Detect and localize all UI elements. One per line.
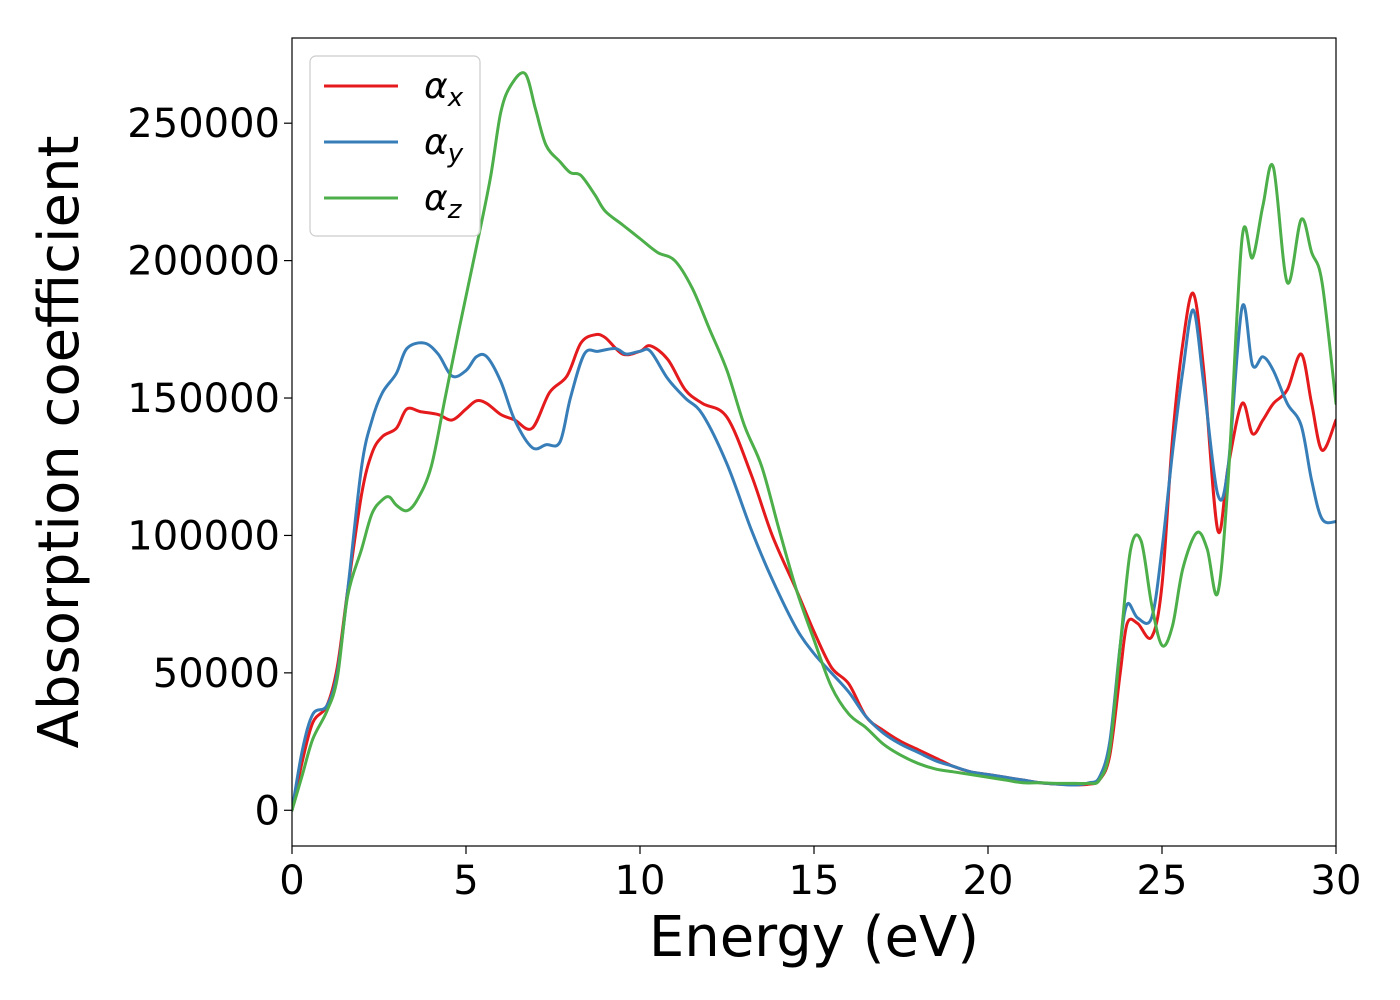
x-axis-label: Energy (eV) — [649, 905, 979, 970]
y-tick-label: 100000 — [127, 513, 280, 559]
x-tick-label: 0 — [279, 858, 304, 904]
x-tick-label: 15 — [789, 858, 840, 904]
x-tick-label: 30 — [1311, 858, 1362, 904]
x-tick-label: 20 — [963, 858, 1014, 904]
legend-entry-z: αz — [424, 178, 463, 225]
y-tick-label: 200000 — [127, 239, 280, 285]
ticks-layer: 0 5 10 15 20 25 30 0 50000 100000 150000 200000 2500… — [127, 101, 1361, 904]
series-line-y — [292, 303, 1336, 812]
y-tick-label: 250000 — [127, 101, 280, 147]
y-tick-label: 0 — [255, 788, 280, 834]
series-layer — [292, 71, 1336, 812]
legend: αx αy αz — [309, 55, 481, 237]
x-tick-label: 25 — [1137, 858, 1188, 904]
y-tick-label: 150000 — [127, 376, 280, 422]
legend-entry-x: αx — [424, 66, 464, 113]
x-tick-label: 5 — [453, 858, 478, 904]
x-tick-label: 10 — [615, 858, 666, 904]
series-line-z — [292, 71, 1336, 812]
y-tick-label: 50000 — [153, 651, 280, 697]
legend-entry-y: αy — [424, 122, 464, 169]
y-axis-label: Absorption coefficient — [27, 136, 92, 749]
legend-box — [309, 55, 481, 237]
